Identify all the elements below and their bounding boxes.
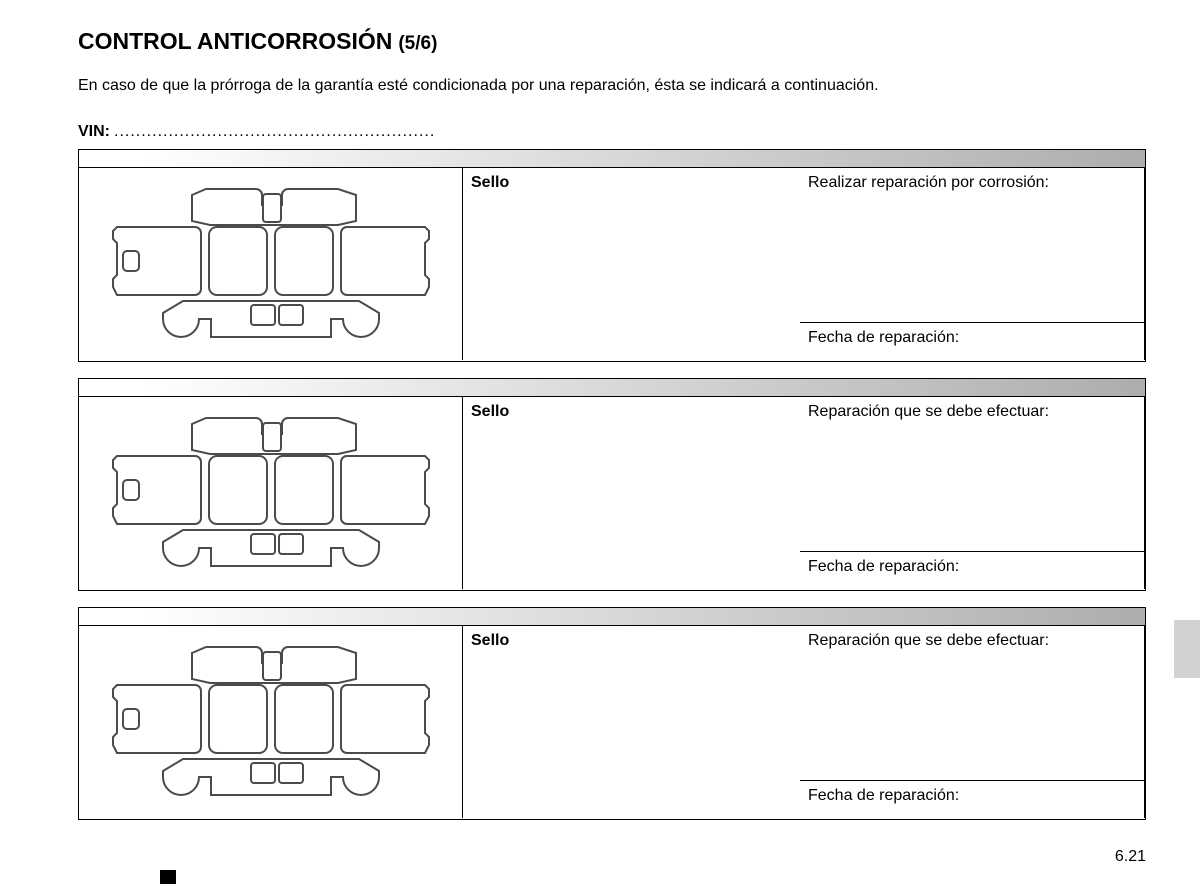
- car-diagram: [79, 625, 462, 818]
- thumb-tab: [1174, 620, 1200, 678]
- vin-label: VIN:: [78, 123, 110, 141]
- repair-label: Reparación que se debe efectuar:: [800, 625, 1145, 780]
- page-title: CONTROL ANTICORROSIÓN (5/6): [78, 28, 1146, 55]
- repair-label: Realizar reparación por corrosión:: [800, 167, 1145, 322]
- car-unfolded-icon: [111, 183, 431, 345]
- repair-block: Realizar reparación por corrosión: Sello…: [78, 167, 1146, 362]
- title-main: CONTROL ANTICORROSIÓN: [78, 28, 392, 55]
- vin-dots: ........................................…: [114, 123, 435, 141]
- stamp-label: Sello: [462, 167, 800, 360]
- date-label: Fecha de reparación:: [800, 780, 1145, 818]
- repair-block: Reparación que se debe efectuar: Sello F…: [78, 396, 1146, 591]
- stamp-label: Sello: [462, 396, 800, 589]
- car-unfolded-icon: [111, 641, 431, 803]
- crop-mark-icon: [160, 870, 176, 884]
- car-unfolded-icon: [111, 412, 431, 574]
- page-number: 6.21: [1115, 848, 1146, 866]
- repair-label: Reparación que se debe efectuar:: [800, 396, 1145, 551]
- section-divider: [78, 149, 1146, 167]
- repair-block: Reparación que se debe efectuar: Sello F…: [78, 625, 1146, 820]
- car-diagram: [79, 167, 462, 360]
- date-label: Fecha de reparación:: [800, 322, 1145, 360]
- intro-text: En caso de que la prórroga de la garantí…: [78, 77, 1146, 95]
- date-label: Fecha de reparación:: [800, 551, 1145, 589]
- section-divider: [78, 378, 1146, 396]
- stamp-label: Sello: [462, 625, 800, 818]
- section-divider: [78, 607, 1146, 625]
- vin-field: VIN: ...................................…: [78, 123, 1146, 141]
- title-page-indicator: (5/6): [398, 33, 437, 55]
- car-diagram: [79, 396, 462, 589]
